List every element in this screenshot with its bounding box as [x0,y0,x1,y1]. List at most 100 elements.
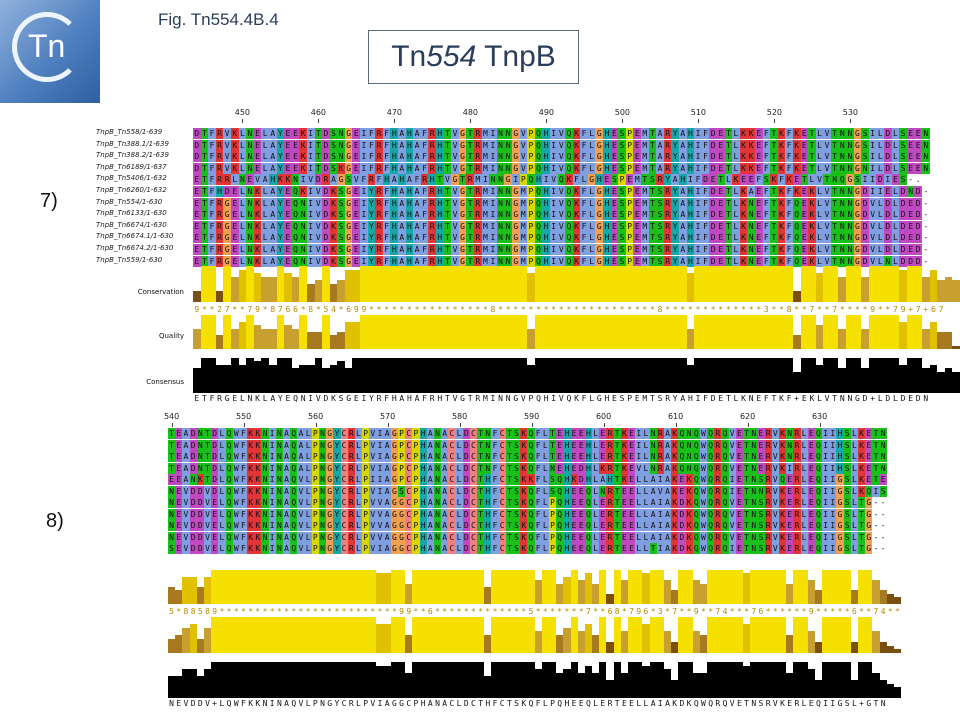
residue: G [390,474,398,485]
consensus-label: Consensus [146,378,184,386]
conservation-bar [754,266,763,302]
residue: L [238,186,247,197]
residue: N [299,209,307,221]
residue: F [420,209,429,221]
consensus-letter: S [758,699,764,708]
residue: N [496,162,505,174]
residue: N [275,451,283,462]
residue: Q [692,508,700,520]
consensus-letter: + [212,699,218,708]
consensus-bar [542,358,550,393]
residue: V [297,508,305,520]
residue: I [360,232,368,244]
residue: L [238,128,247,139]
residue: T [743,474,751,485]
residue: F [208,255,216,267]
residue: E [807,508,815,520]
residue: R [375,255,383,267]
residue: L [304,439,312,451]
residue: Y [276,197,285,209]
residue: L [261,128,269,139]
quality-bar [580,315,588,349]
quality-bar [541,617,549,653]
consensus-letter: Y [334,699,340,708]
residue: E [610,186,619,197]
residue: F [580,220,588,232]
residue: K [254,428,262,439]
consensus-letter: I [269,699,275,708]
residue: R [215,128,224,139]
residue: K [685,543,693,554]
residue: H [603,232,611,244]
residue: P [362,485,370,497]
consensus-bar [592,673,600,698]
residue: M [519,197,528,209]
quality-bar [714,617,722,653]
consensus-bar [556,673,564,698]
consensus-bar [642,666,650,698]
quality-bar [557,315,566,349]
conservation-digit: * [650,305,655,314]
title-italic: 554 [426,40,477,73]
ruler-tick [603,423,605,427]
consensus-bar [641,358,649,393]
residue: L [800,508,808,520]
consensus-bar [175,676,183,698]
residue: L [587,151,596,163]
quality-bar [360,315,368,349]
residue: N [433,428,442,439]
residue: N [318,543,327,554]
residue: E [352,139,361,151]
residue: T [770,151,778,163]
residue: P [625,232,634,244]
residue: I [360,244,368,255]
residue: K [685,474,693,485]
residue: P [527,255,535,267]
residue: N [275,520,283,531]
residue: T [548,439,557,451]
consensus-bar [200,358,209,393]
residue: K [808,197,816,209]
residue: K [572,209,581,221]
quality-bar [398,617,406,653]
residue: T [830,186,839,197]
residue: N [261,543,269,554]
conservation-bar [884,266,892,302]
residue: R [764,497,772,508]
consensus-letter: D [900,394,906,403]
residue: E [633,244,642,255]
residue: S [762,174,771,186]
residue: T [743,439,751,451]
residue: E [352,244,361,255]
residue: A [268,232,277,244]
consensus-letter: M [482,394,488,403]
residue: R [473,197,482,209]
conservation-digit: * [369,305,374,314]
residue: W [699,428,708,439]
residue: H [436,151,444,163]
residue: E [193,244,201,255]
consensus-letter: F [492,699,498,708]
residue: L [455,508,463,520]
residue: T [466,232,474,244]
conservation-digit: * [262,305,268,314]
residue: E [754,197,763,209]
consensus-letter: K [574,394,579,403]
residue: D [196,543,204,554]
residue: V [451,186,459,197]
residue: Q [814,520,823,531]
residue: V [557,255,566,267]
residue: E [620,531,628,543]
residue: T [613,451,621,462]
residue: T [724,255,733,267]
residue: K [253,244,262,255]
residue: L [455,428,463,439]
residue: S [899,128,907,139]
residue: T [436,174,444,186]
residue: F [762,151,771,163]
quality-bar [735,617,743,653]
residue: Q [565,139,573,151]
consensus-letter: A [399,394,405,403]
conservation-digit: 6 [346,305,352,314]
consensus-letter: R [348,699,354,708]
